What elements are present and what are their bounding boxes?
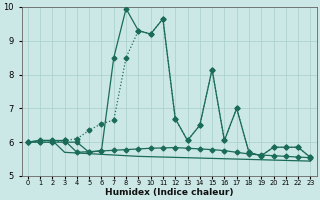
- X-axis label: Humidex (Indice chaleur): Humidex (Indice chaleur): [105, 188, 233, 197]
